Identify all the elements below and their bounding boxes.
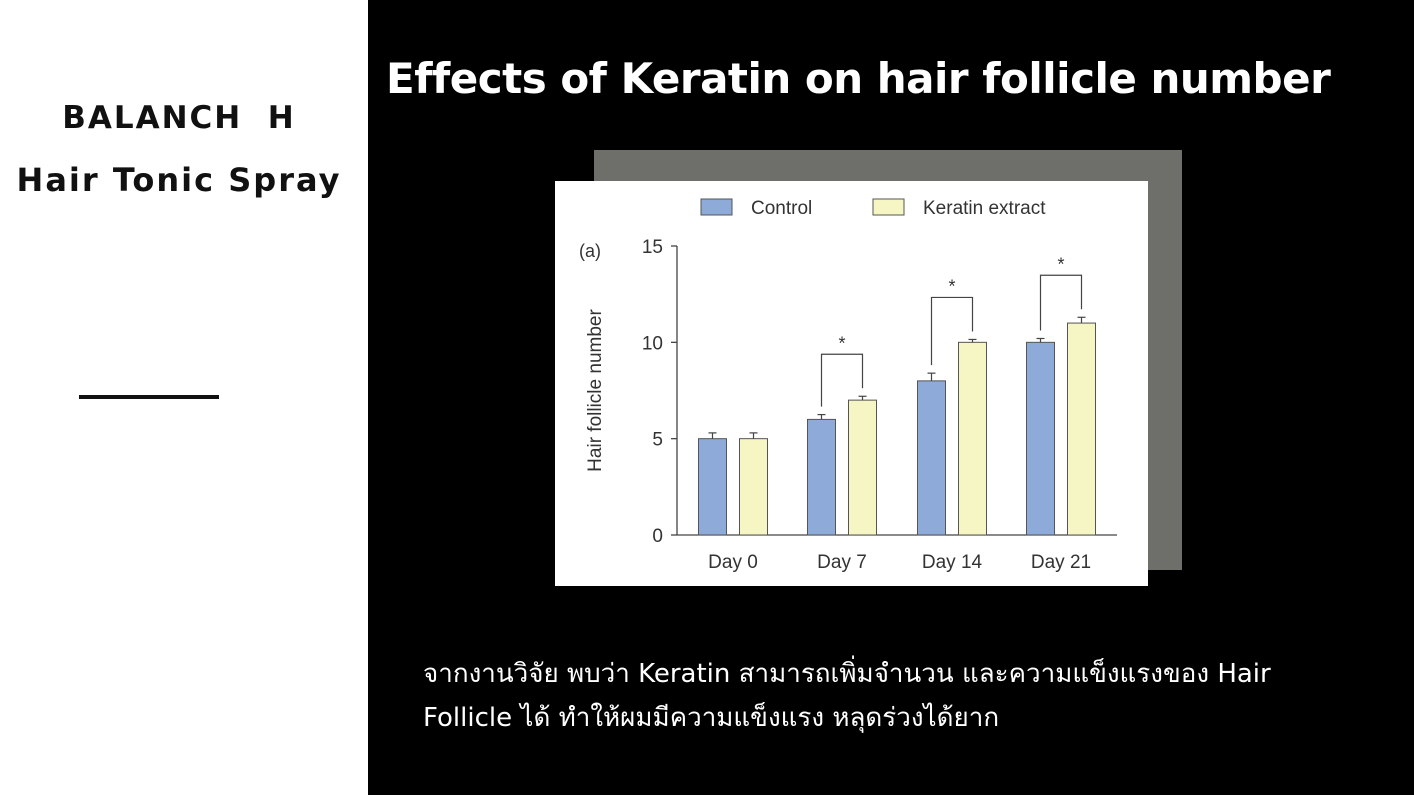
slide-title: Effects of Keratin on hair follicle numb… bbox=[386, 54, 1331, 103]
significance-bracket-2 bbox=[1039, 274, 1083, 331]
legend-label-0: Control bbox=[751, 198, 812, 219]
x-tick-label-0: Day 0 bbox=[708, 552, 758, 573]
y-tick-label-0: 0 bbox=[652, 526, 663, 547]
chart-figure: Control Keratin extract (a) Hair follicle n… bbox=[579, 198, 1117, 573]
caption-line-2: Follicle ได้ ทำให้ผมมีความแข็งแรง หลุดร่… bbox=[423, 703, 1000, 733]
caption-line-1: จากงานวิจัย พบว่า Keratin สามารถเพิ่มจำน… bbox=[423, 659, 1271, 689]
significance-label-2: * bbox=[1057, 254, 1064, 274]
x-tick-label-2: Day 14 bbox=[922, 552, 983, 573]
divider bbox=[79, 395, 219, 399]
product-name: Hair Tonic Spray bbox=[16, 161, 342, 199]
panel-label: (a) bbox=[579, 241, 601, 261]
significance-label-1: * bbox=[948, 276, 955, 296]
significance-label-0: * bbox=[838, 333, 845, 353]
legend-swatch-1 bbox=[872, 198, 905, 216]
bar-1-1 bbox=[848, 399, 877, 536]
bar-1-3 bbox=[1067, 322, 1096, 536]
bar-0-2 bbox=[917, 380, 946, 536]
y-tick-label-15: 15 bbox=[642, 237, 663, 258]
main-panel: Effects of Keratin on hair follicle numb… bbox=[368, 0, 1414, 795]
significance-bracket-0 bbox=[820, 353, 864, 407]
bar-0-0 bbox=[698, 438, 727, 536]
significance-bracket-1 bbox=[930, 296, 974, 366]
chart-card: Control Keratin extract (a) Hair follicle n… bbox=[555, 181, 1148, 586]
legend-swatch-0 bbox=[700, 198, 733, 216]
bar-0-3 bbox=[1026, 341, 1055, 536]
brand-name: BALANCH H bbox=[62, 100, 296, 136]
bar-1-0 bbox=[739, 438, 768, 536]
x-tick-label-3: Day 21 bbox=[1031, 552, 1091, 573]
bar-0-1 bbox=[807, 418, 836, 536]
y-axis-label: Hair follicle number bbox=[585, 309, 606, 472]
legend-label-1: Keratin extract bbox=[923, 198, 1046, 219]
sidebar: BALANCH H Hair Tonic Spray bbox=[0, 0, 368, 795]
bar-1-2 bbox=[958, 341, 987, 536]
y-tick-label-5: 5 bbox=[652, 430, 663, 451]
x-tick-label-1: Day 7 bbox=[817, 552, 867, 573]
caption: จากงานวิจัย พบว่า Keratin สามารถเพิ่มจำน… bbox=[423, 652, 1363, 740]
y-tick-label-10: 10 bbox=[642, 333, 663, 354]
